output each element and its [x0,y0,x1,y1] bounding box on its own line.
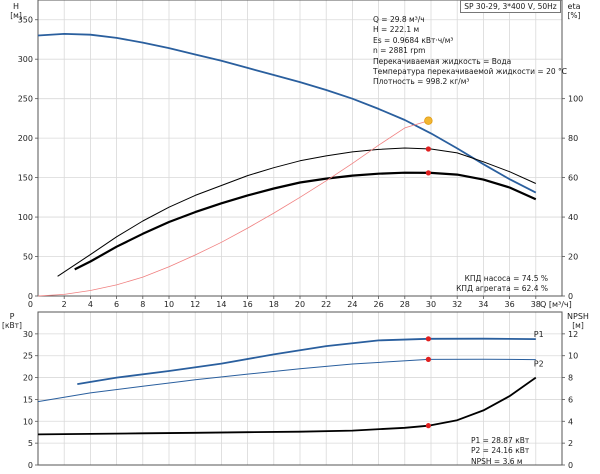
y-tick-label: 40 [568,213,578,222]
y-tick-label: 2 [568,439,573,448]
y-tick-label: 100 [568,95,583,104]
x-tick-label: 14 [216,300,226,309]
y-axis-label-left: [кВт] [2,321,22,330]
y-tick-label: 100 [18,213,33,222]
x-axis-label: Q [м³/ч] [540,300,572,309]
x-tick-label: 24 [347,300,357,309]
info-line: Плотность = 998.2 кг/м³ [373,77,470,87]
x-tick-label: 34 [478,300,488,309]
y-axis-label-left: H [13,2,19,11]
y-axis-label-right: eta [568,2,581,11]
y-tick-label: 6 [568,395,573,404]
y-tick-label: 80 [568,134,578,143]
duty-point-marker [425,146,431,152]
x-tick-label: 12 [190,300,200,309]
y-tick-label: 25 [23,352,33,361]
y-tick-label: 0 [28,461,33,470]
y-axis-label-right: [%] [568,11,581,20]
head-curve [37,33,537,194]
power-npsh-info: P1 = 28.87 кВт P2 = 24.16 кВт NPSH = 3.6… [471,436,529,467]
y-tick-label: 15 [23,395,33,404]
efficiency-info: КПД насоса = 74.5 % КПД агрегата = 62.4 … [438,274,548,295]
duty-point-marker [424,116,433,125]
x-tick-label: 26 [374,300,384,309]
y-tick-label: 20 [23,374,33,383]
y-tick-label: 20 [568,253,578,262]
y-tick-label: 0 [28,292,33,301]
y-tick-label: 12 [568,330,578,339]
y-tick-label: 150 [18,174,33,183]
y-tick-label: 60 [568,174,578,183]
y-tick-label: 300 [18,55,33,64]
plot-frame [37,311,563,466]
info-line: Q = 29.8 м³/ч [373,15,425,24]
y-tick-label: 4 [568,417,573,426]
system-curve [37,120,429,297]
x-tick-label: 36 [505,300,515,309]
duty-point-marker [425,170,431,176]
x-tick-label: 30 [426,300,436,309]
info-line: Es = 0.9684 кВт·ч/м³ [373,35,454,45]
x-tick-label: 8 [140,300,145,309]
duty-point-marker [425,423,431,429]
y-tick-label: 350 [18,16,33,25]
y-axis-label-left: P [10,312,15,321]
info-line: КПД насоса = 74.5 % [464,274,548,283]
duty-point-marker [425,356,431,362]
info-line: H = 222.1 м [373,25,420,35]
x-tick-label: 18 [269,300,279,309]
x-tick-label: 22 [321,300,331,309]
x-tick-label: 38 [531,300,541,309]
x-tick-label: 6 [114,300,119,309]
info-line: P2 = 24.16 кВт [471,446,530,456]
x-tick-label: 28 [400,300,410,309]
y-tick-label: 50 [23,253,33,262]
x-tick-label: 10 [164,300,174,309]
npsh-curve [37,376,537,436]
y-tick-label: 250 [18,95,33,104]
info-line: NPSH = 3.6 м [471,456,523,466]
unit-efficiency-curve [74,171,537,271]
y-tick-label: 200 [18,134,33,143]
x-tick-label: 4 [88,300,93,309]
y-tick-label: 5 [28,439,33,448]
y-tick-label: 8 [568,374,573,383]
y-tick-label: 0 [568,461,573,470]
info-line: n = 2881 rpm [373,46,426,56]
duty-point-marker [425,336,431,342]
p2-curve [37,358,536,403]
y-tick-label: 30 [23,330,33,339]
y-tick-label: 0 [568,292,573,301]
pump-efficiency-curve [57,147,537,277]
y-axis-label-right: NPSH [567,312,589,321]
series-label: P2 [534,360,544,369]
y-tick-label: 10 [23,417,33,426]
info-line: КПД агрегата = 62.4 % [456,284,548,294]
series-label: P1 [534,330,544,339]
y-tick-label: 10 [568,352,578,361]
y-axis-label-right: [м] [572,321,584,330]
x-tick-label: 16 [243,300,253,309]
x-tick-label: 20 [295,300,305,309]
p1-curve [77,337,536,385]
info-line: Перекачиваемая жидкость = Вода [373,56,512,66]
x-tick-label: 32 [452,300,462,309]
x-tick-label: 0 [28,300,33,309]
duty-point-info: Q = 29.8 м³/ч H = 222.1 м Es = 0.9684 кВ… [373,15,567,88]
chart-title: SP 30-29, 3*400 V, 50Hz [460,0,561,13]
info-line: P1 = 28.87 кВт [471,436,530,445]
x-tick-label: 2 [62,300,67,309]
info-line: Температура перекачиваемой жидкости = 20… [373,67,568,77]
y-axis-label-left: [м] [10,11,22,20]
